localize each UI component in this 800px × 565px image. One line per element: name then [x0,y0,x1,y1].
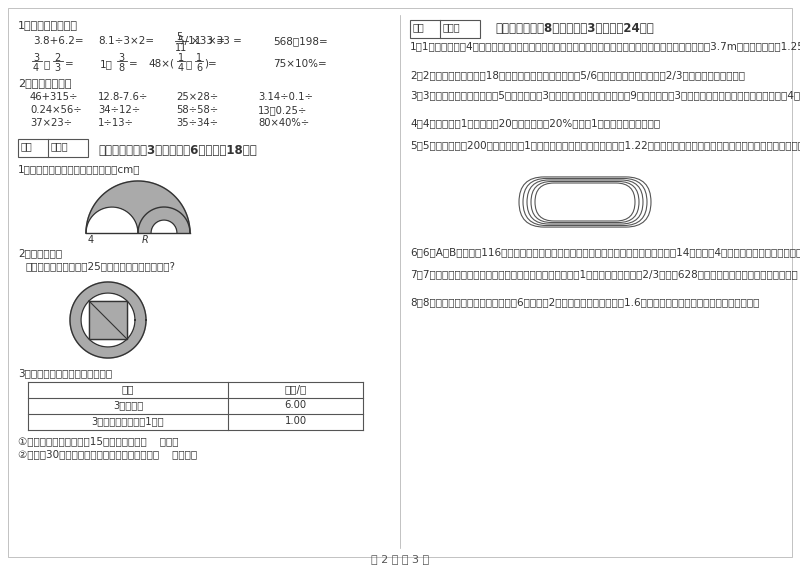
Polygon shape [86,181,190,233]
Text: 3: 3 [118,53,124,63]
Text: R: R [142,235,149,245]
Text: 评卷人: 评卷人 [443,22,461,32]
Bar [410,20,480,38]
Text: 5: 5 [176,32,182,42]
Text: 13－0.25÷: 13－0.25÷ [258,105,307,115]
Polygon shape [89,301,127,339]
Text: 得分: 得分 [21,141,33,151]
Text: 4: 4 [33,63,39,73]
Text: =: = [65,59,74,69]
Text: 4: 4 [178,63,184,73]
Text: 如图，图中阴影面积为25平方厘米，求圆环的面积?: 如图，图中阴影面积为25平方厘米，求圆环的面积? [26,261,176,271]
Text: 1－: 1－ [100,59,113,69]
Text: 3千米以上，每增加1千米: 3千米以上，每增加1千米 [92,416,164,426]
Polygon shape [70,282,146,358]
Text: 六、应用题（共8小题，每题3分，共计24分）: 六、应用题（共8小题，每题3分，共计24分） [495,22,654,35]
Text: 里程: 里程 [122,384,134,394]
Text: 2、直接写得数。: 2、直接写得数。 [18,78,71,88]
Text: 第 2 页 共 3 页: 第 2 页 共 3 页 [371,554,429,564]
Text: 1.00: 1.00 [285,416,306,426]
Text: 568－198=: 568－198= [273,36,328,46]
Text: 46+315÷: 46+315÷ [30,92,78,102]
Polygon shape [138,207,190,233]
Text: 37×23÷: 37×23÷ [30,118,72,128]
Text: 5、5、某运动场的200米跑道如图（1）所示，弯道为半圆形，跑道宽为1.22米，两名运动员沿各自跑道赛跑一周，为使二人跑直相等，应让外跑道的运动员前移多少米？（: 5、5、某运动场的200米跑道如图（1）所示，弯道为半圆形，跑道宽为1.22米，… [410,140,800,150]
Text: 3: 3 [54,63,60,73]
Text: 3、湘城市出租车收费标准如下：: 3、湘城市出租车收费标准如下： [18,368,112,378]
Text: 收费/元: 收费/元 [284,384,306,394]
Text: 3千米以下: 3千米以下 [113,400,143,410]
Text: 12.8-7.6÷: 12.8-7.6÷ [98,92,148,102]
Text: 7、7、一个装满汽油的圆柱形油桶，从里面量，底面半径为1米，如用去这桶油的2/3后还剩628升，求这个油桶的高。（列方程解）: 7、7、一个装满汽油的圆柱形油桶，从里面量，底面半径为1米，如用去这桶油的2/3… [410,269,798,279]
Polygon shape [151,220,177,233]
Text: 3、3、一项工程，如果甲先做5天，乙接着做3天刚好完成任务；如果乙先做9天，甲接着做3天，也刚好完成任务，现在如果甲先做4天，再由乙接着做，那么乙还需几天才能完: 3、3、一项工程，如果甲先做5天，乙接着做3天刚好完成任务；如果乙先做9天，甲接… [410,90,800,100]
Text: 48×(: 48×( [148,59,174,69]
Text: ①出租车行驶的里程数为15千米时应收费（    ）元；: ①出租车行驶的里程数为15千米时应收费（ ）元； [18,436,178,446]
Text: 4、4、六年级（1）班有男生20人，比女生少20%，六（1）班共有学生多少人？: 4、4、六年级（1）班有男生20人，比女生少20%，六（1）班共有学生多少人？ [410,118,660,128]
Text: 6、6、A、B两地相距116千米，甲、乙两人骑自行车同时从两地相对出发，甲车每小时行14千米，经4小时后与乙车相遇，乙车每小时行多少千米？: 6、6、A、B两地相距116千米，甲、乙两人骑自行车同时从两地相对出发，甲车每小… [410,247,800,257]
Text: 1、1、孔府门前有4根圆柱形柱子，上面均有不同程度的涂痕和迹。管理员准备重新涂上一层油漆，每根高3.7m，横截面周长为1.25m。如果每平方米用油漆0.2kg，: 1、1、孔府门前有4根圆柱形柱子，上面均有不同程度的涂痕和迹。管理员准备重新涂上… [410,42,800,52]
Text: 75×10%=: 75×10%= [273,59,326,69]
Text: 58÷58÷: 58÷58÷ [176,105,218,115]
Text: 4: 4 [88,235,94,245]
Text: 11: 11 [175,43,187,53]
Text: 得分: 得分 [413,22,425,32]
Text: 1: 1 [196,53,202,63]
Text: 3: 3 [33,53,39,63]
Text: 1、直接写出得数。: 1、直接写出得数。 [18,20,78,30]
Text: 25×28÷: 25×28÷ [176,92,218,102]
Text: 8.1÷3×2=: 8.1÷3×2= [98,36,154,46]
Text: )=: )= [204,59,217,69]
Text: 3.8+6.2=: 3.8+6.2= [33,36,84,46]
Text: 35÷34÷: 35÷34÷ [176,118,218,128]
Text: 34÷12÷: 34÷12÷ [98,105,140,115]
Text: 8: 8 [118,63,124,73]
Text: 5/11  ×33 =: 5/11 ×33 = [178,36,242,46]
Text: =: = [129,59,138,69]
Text: 6.00: 6.00 [285,400,306,410]
Bar [18,139,88,157]
Text: 80×40%÷: 80×40%÷ [258,118,310,128]
Text: 评卷人: 评卷人 [51,141,69,151]
Text: 2、2、小红的储蓄箱中有18元，小华的储蓄的钱是小红的5/6，小新储蓄的钱是小华的2/3。小新储蓄了多少元？: 2、2、小红的储蓄箱中有18元，小华的储蓄的钱是小红的5/6，小新储蓄的钱是小华… [410,70,745,80]
Text: 3.14÷0.1÷: 3.14÷0.1÷ [258,92,313,102]
Text: 2、圆形计算。: 2、圆形计算。 [18,248,62,258]
Text: 2: 2 [54,53,60,63]
Text: 8、8、一堆煤成圆锥形，底面直径是6米，高是2米，如果每立方米煤约重1.6吨，这堆煤约有多少吨？（得数保留近吨）: 8、8、一堆煤成圆锥形，底面直径是6米，高是2米，如果每立方米煤约重1.6吨，这… [410,297,759,307]
Polygon shape [81,293,135,347]
Text: －: － [186,59,192,69]
Text: 0.24×56÷: 0.24×56÷ [30,105,82,115]
Text: ×33 =: ×33 = [191,36,225,46]
Text: 1: 1 [178,53,184,63]
Polygon shape [86,207,138,233]
Text: 1、计算阴影部分的面积。（单位：cm）: 1、计算阴影部分的面积。（单位：cm） [18,164,141,174]
Text: 1÷13÷: 1÷13÷ [98,118,134,128]
Text: 五、综合题（共3小题，每题6分，共计18分）: 五、综合题（共3小题，每题6分，共计18分） [98,144,257,157]
Text: ②现在有30元钱，可乘出租车的最大里程数为（    ）千米。: ②现在有30元钱，可乘出租车的最大里程数为（ ）千米。 [18,449,197,459]
Text: －: － [44,59,50,69]
Text: 6: 6 [196,63,202,73]
